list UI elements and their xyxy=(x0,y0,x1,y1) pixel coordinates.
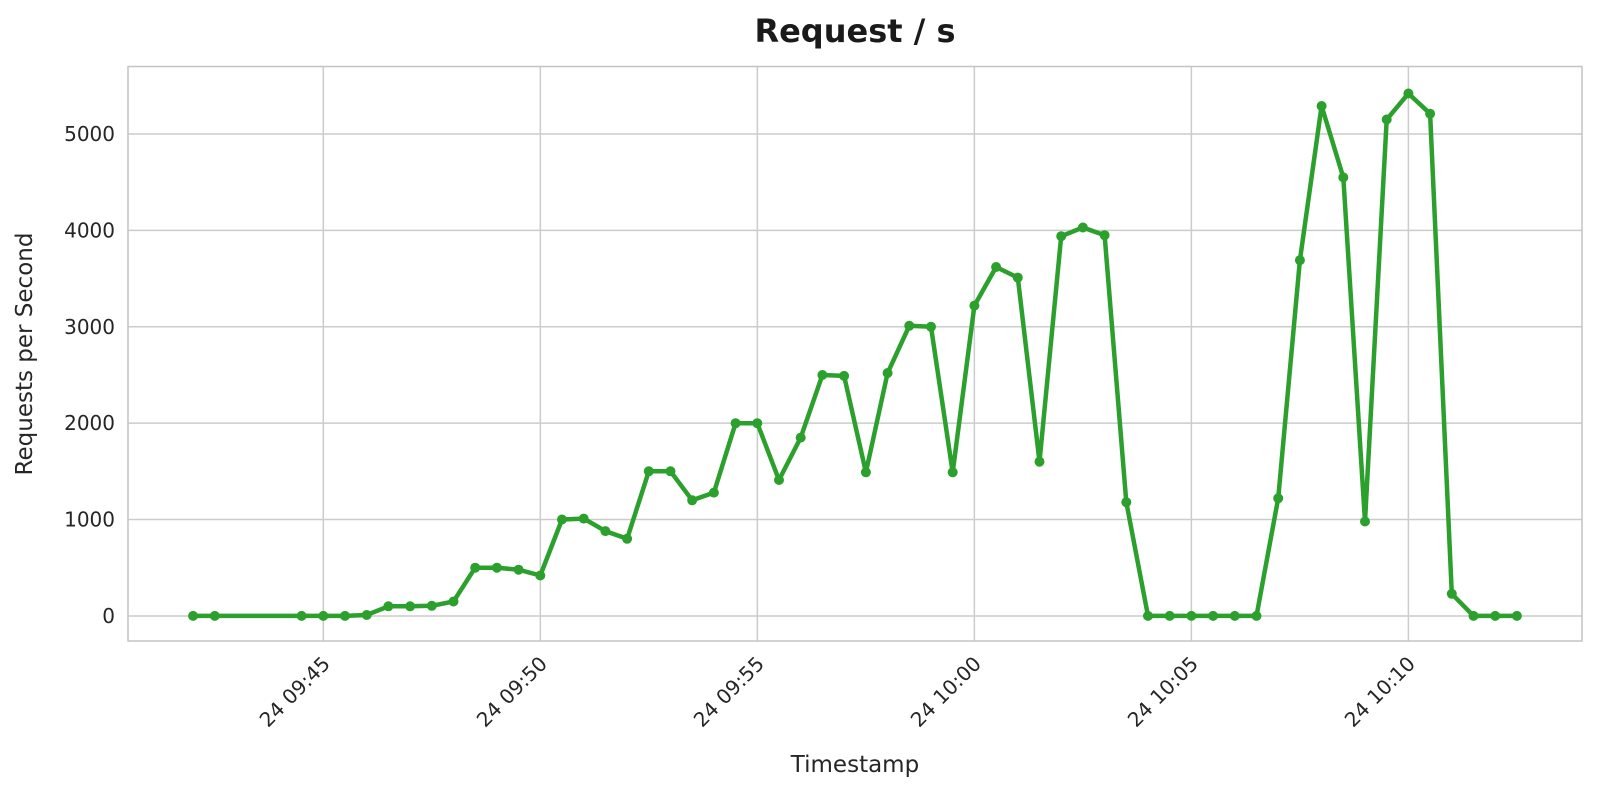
data-point-marker xyxy=(383,601,394,612)
data-point-marker xyxy=(1229,610,1240,621)
data-point-marker xyxy=(708,487,719,498)
data-point-marker xyxy=(643,466,654,477)
data-point-marker xyxy=(622,533,633,544)
x-tick-labels: 24 09:45 24 09:50 24 09:55 24 10:00 24 10:05… xyxy=(255,652,1420,732)
data-point-marker xyxy=(1164,610,1175,621)
data-point-marker xyxy=(969,300,980,311)
data-point-marker xyxy=(1316,101,1327,111)
data-point-marker xyxy=(1468,610,1479,621)
data-point-marker xyxy=(687,495,698,506)
data-point-marker xyxy=(904,320,915,331)
data-point-marker xyxy=(470,562,481,573)
data-point-marker xyxy=(1273,493,1284,504)
data-point-marker xyxy=(1012,272,1023,283)
data-point-marker xyxy=(882,368,893,378)
y-tick-label: 2000 xyxy=(64,411,115,435)
data-point-marker xyxy=(491,562,502,573)
data-point-marker xyxy=(188,610,199,621)
plot-border xyxy=(127,65,1583,642)
data-point-marker xyxy=(1381,114,1392,125)
data-point-marker xyxy=(1511,610,1522,621)
y-tick-label: 5000 xyxy=(64,122,115,146)
chart-title: Request / s xyxy=(754,12,955,50)
data-point-marker xyxy=(795,432,806,443)
data-point-marker xyxy=(730,418,741,429)
data-point-marker xyxy=(296,610,307,621)
data-point-marker xyxy=(752,418,763,429)
data-point-marker xyxy=(448,596,459,607)
data-point-marker xyxy=(318,610,329,621)
data-point-marker xyxy=(1121,497,1132,508)
data-point-marker xyxy=(535,570,546,581)
y-axis-label: Requests per Second xyxy=(12,233,38,476)
data-point-marker xyxy=(1077,222,1088,233)
data-point-marker xyxy=(578,513,589,524)
y-tick-label: 3000 xyxy=(64,315,115,339)
y-tick-label: 1000 xyxy=(64,508,115,532)
gridlines xyxy=(128,66,1582,641)
data-point-marker xyxy=(1338,172,1349,183)
data-point-marker xyxy=(839,370,850,381)
x-tick-label: 24 09:50 xyxy=(472,652,552,732)
data-point-marker xyxy=(600,526,611,537)
data-point-marker xyxy=(1294,255,1305,266)
data-point-marker xyxy=(340,610,350,621)
data-point-marker xyxy=(1034,456,1045,467)
x-tick-label: 24 09:55 xyxy=(689,652,769,732)
data-point-marker xyxy=(860,467,871,478)
data-point-marker xyxy=(947,467,958,478)
data-point-marker xyxy=(209,610,220,621)
data-point-marker xyxy=(926,321,936,332)
x-tick-label: 24 09:45 xyxy=(255,652,335,732)
data-point-marker xyxy=(1099,230,1110,241)
data-point-marker xyxy=(774,475,784,485)
x-axis-label: Timestamp xyxy=(790,752,919,778)
y-tick-label: 0 xyxy=(102,604,115,628)
data-point-marker xyxy=(426,600,437,611)
data-point-marker xyxy=(817,370,828,380)
data-point-marker xyxy=(1186,610,1197,621)
data-point-marker xyxy=(665,466,676,477)
y-tick-labels: 0 1000 2000 3000 4000 5000 xyxy=(64,122,115,628)
data-point-marker xyxy=(405,601,416,612)
data-point-marker xyxy=(557,514,567,525)
data-point-marker xyxy=(1425,108,1436,119)
x-tick-label: 24 10:00 xyxy=(906,652,986,732)
data-point-marker xyxy=(1490,610,1501,621)
data-point-marker xyxy=(1360,516,1370,527)
series-requests-per-second xyxy=(188,88,1522,621)
data-point-marker xyxy=(513,564,524,575)
data-point-marker xyxy=(1208,610,1219,621)
data-point-marker xyxy=(1143,610,1153,621)
data-point-marker xyxy=(1446,588,1457,599)
data-point-marker xyxy=(1403,88,1414,99)
data-point-marker xyxy=(1056,231,1067,242)
x-tick-label: 24 10:10 xyxy=(1340,652,1420,732)
series-line xyxy=(190,91,1520,619)
data-point-marker xyxy=(1251,610,1262,621)
x-tick-label: 24 10:05 xyxy=(1123,652,1203,732)
data-point-marker xyxy=(361,610,372,620)
y-tick-label: 4000 xyxy=(64,218,115,242)
data-point-marker xyxy=(991,262,1002,272)
